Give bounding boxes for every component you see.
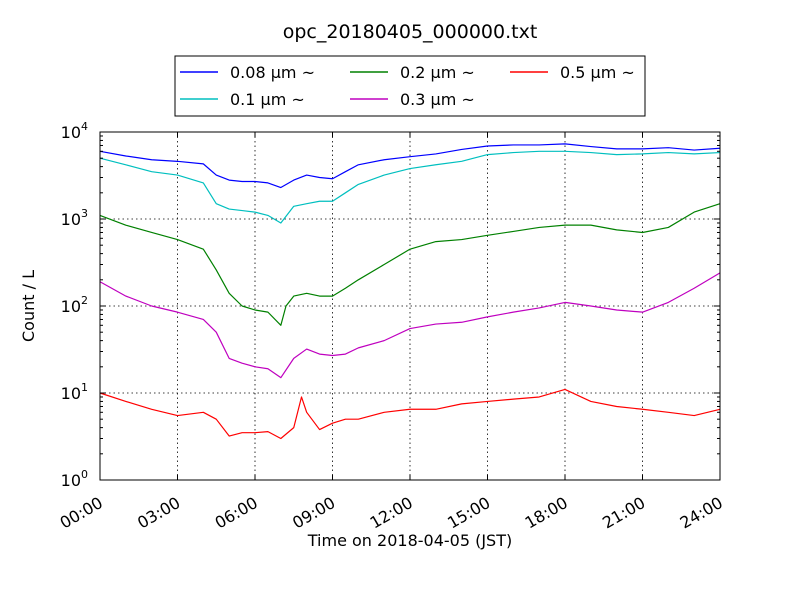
series-line-1: [99, 150, 721, 224]
y-tick-base: 10: [61, 384, 81, 403]
y-tick-label: 100: [61, 468, 88, 490]
series-line-3: [99, 272, 721, 379]
legend: 0.08 μm ~ 0.1 μm ~ 0.2 μm ~ 0.3 μm ~ 0.5 μm …: [174, 55, 646, 117]
series-line-0: [99, 143, 721, 189]
y-tick-exponent: 0: [81, 468, 88, 481]
y-tick-label: 102: [61, 294, 88, 316]
y-tick-base: 10: [61, 297, 81, 316]
y-tick-label: 104: [61, 120, 88, 142]
plot-series: [99, 143, 721, 440]
y-tick-exponent: 4: [81, 120, 88, 133]
y-tick-exponent: 1: [81, 381, 88, 394]
series-line-2: [99, 203, 721, 326]
legend-box: [174, 55, 646, 117]
y-tick-exponent: 2: [81, 294, 88, 307]
y-tick-base: 10: [61, 471, 81, 490]
y-tick-exponent: 3: [81, 207, 88, 220]
legend-label: 0.1 μm ~: [230, 90, 305, 109]
legend-label: 0.5 μm ~: [560, 63, 635, 82]
legend-label: 0.08 μm ~: [230, 63, 315, 82]
legend-label: 0.3 μm ~: [400, 90, 475, 109]
y-tick-base: 10: [61, 210, 81, 229]
legend-label: 0.2 μm ~: [400, 63, 475, 82]
x-axis-label: Time on 2018-04-05 (JST): [307, 531, 512, 550]
y-tick-label: 101: [61, 381, 88, 403]
series-line-4: [99, 388, 721, 440]
y-axis-label: Count / L: [19, 270, 38, 342]
y-tick-label: 103: [61, 207, 88, 229]
y-tick-base: 10: [61, 123, 81, 142]
chart-title: opc_20180405_000000.txt: [283, 21, 538, 43]
